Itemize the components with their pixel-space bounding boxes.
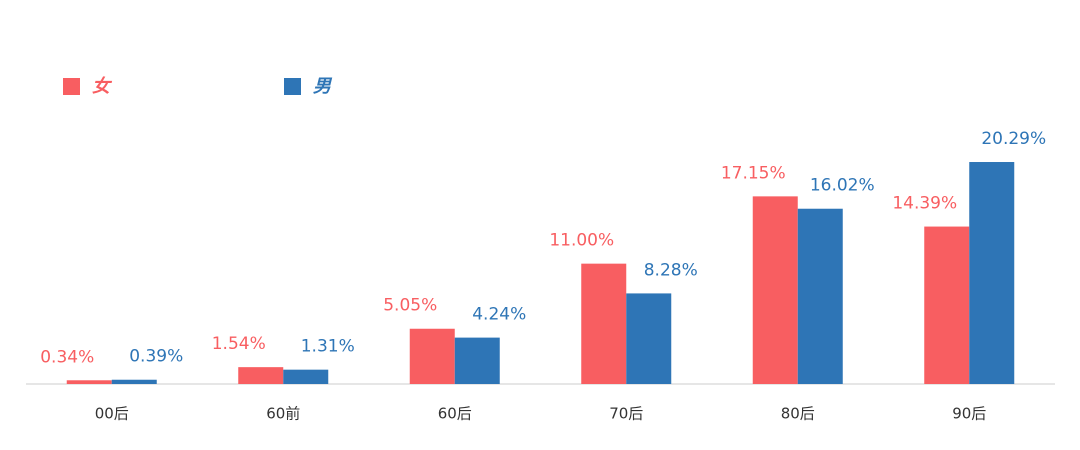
value-label: 14.39% bbox=[892, 194, 957, 214]
bar bbox=[66, 380, 112, 384]
value-label: 20.29% bbox=[981, 129, 1046, 149]
bar bbox=[283, 369, 329, 384]
bar bbox=[797, 208, 843, 384]
x-tick-label: 90后 bbox=[952, 405, 986, 423]
bar bbox=[626, 293, 672, 384]
value-label: 8.28% bbox=[644, 260, 698, 280]
value-label: 16.02% bbox=[810, 176, 875, 196]
bar bbox=[581, 263, 627, 384]
x-tick-label: 60后 bbox=[438, 405, 472, 423]
value-label: 11.00% bbox=[549, 231, 614, 251]
value-label: 1.31% bbox=[301, 337, 355, 357]
legend-swatch bbox=[63, 78, 80, 95]
bar bbox=[969, 162, 1015, 384]
legend-label: 男 bbox=[313, 76, 333, 97]
legend-swatch bbox=[284, 78, 301, 95]
x-tick-label: 70后 bbox=[609, 405, 643, 423]
value-label: 0.34% bbox=[40, 347, 94, 367]
value-label: 5.05% bbox=[383, 296, 437, 316]
x-tick-label: 00后 bbox=[95, 405, 129, 423]
bar bbox=[752, 196, 798, 384]
legend-label: 女 bbox=[92, 76, 113, 97]
bar bbox=[924, 226, 970, 384]
value-label: 4.24% bbox=[472, 305, 526, 325]
bar bbox=[111, 379, 157, 384]
x-tick-label: 60前 bbox=[266, 405, 300, 423]
value-label: 17.15% bbox=[721, 163, 786, 183]
x-tick-label: 80后 bbox=[781, 405, 815, 423]
value-label: 1.54% bbox=[212, 334, 266, 354]
bar bbox=[409, 328, 455, 384]
value-label: 0.39% bbox=[129, 347, 183, 367]
bar bbox=[454, 337, 500, 384]
bar bbox=[238, 367, 284, 384]
